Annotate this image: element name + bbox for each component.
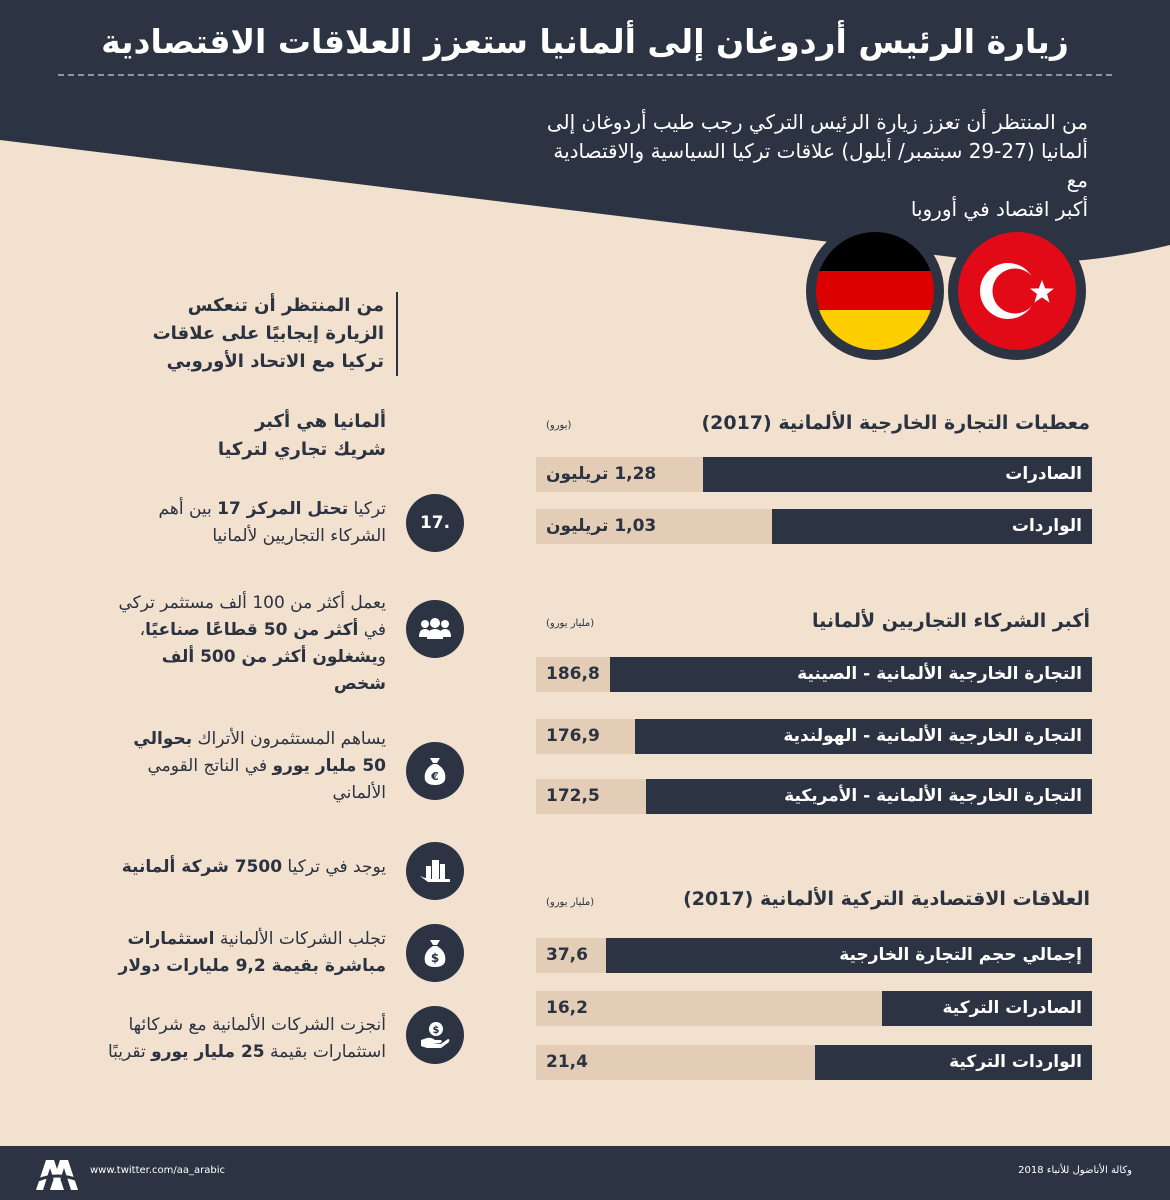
bar-row: الواردات 1,03 تريليون — [536, 509, 1092, 544]
bar-label: الصادرات التركية — [942, 998, 1082, 1018]
relations-unit: (مليار يورو) — [546, 897, 595, 908]
footer: www.twitter.com/aa_arabic وكالة الأناضول… — [0, 1146, 1170, 1200]
bar-row: التجارة الخارجية الألمانية - الصينية 186… — [536, 657, 1092, 692]
bar-label: التجارة الخارجية الألمانية - الهولندية — [783, 726, 1082, 746]
germany-flag-icon — [806, 222, 944, 360]
partners-unit: (مليار يورو) — [546, 618, 595, 629]
fact-rank: تركيا تحتل المركز 17 بين أهم الشركاء الت… — [106, 496, 386, 550]
bar-label: إجمالي حجم التجارة الخارجية — [839, 945, 1082, 965]
bar — [815, 1045, 1092, 1080]
fact-emphasis: أكثر من 50 قطاعًا صناعيًا — [145, 620, 359, 640]
fact-partner-investments: أنجزت الشركات الألمانية مع شركائها استثم… — [106, 1012, 386, 1066]
bar-row: التجارة الخارجية الألمانية - الأمريكية 1… — [536, 779, 1092, 814]
fact-text: في الناتج القومي الألماني — [147, 756, 386, 803]
fact-emphasis: يشغلون أكثر من 500 ألف شخص — [161, 647, 386, 694]
page-title: زيارة الرئيس أردوغان إلى ألمانيا ستعزز ا… — [101, 22, 1069, 61]
fact-text: يوجد في تركيا — [282, 857, 386, 877]
fact-text: يعمل أكثر من 100 ألف مستثمر تركي في — [118, 593, 386, 640]
heading-line: شريك تجاري لتركيا — [217, 439, 386, 460]
callout-eu: من المنتظر أن تنعكس الزيارة إيجابيًا على… — [148, 292, 398, 376]
callout-line: تركيا مع الاتحاد الأوروبي — [166, 351, 384, 372]
bar-value: 16,2 — [546, 998, 588, 1018]
bar-value: 37,6 — [546, 945, 588, 965]
fact-emphasis: 25 مليار يورو — [151, 1042, 265, 1062]
fact-emphasis: 7500 شركة ألمانية — [121, 857, 283, 877]
trade-2017-title: معطيات التجارة الخارجية الألمانية (2017) — [701, 412, 1090, 434]
fact-text: تجلب الشركات الألمانية — [214, 929, 386, 949]
footer-credit: وكالة الأناضول للأنباء 2018 — [1018, 1165, 1132, 1176]
fact-direct-investment: تجلب الشركات الألمانية استثمارات مباشرة … — [106, 926, 386, 980]
anadolu-agency-logo — [36, 1160, 79, 1190]
bar-value: 176,9 — [546, 726, 600, 746]
bar-value: 186,8 — [546, 664, 600, 684]
footer-url[interactable]: www.twitter.com/aa_arabic — [90, 1165, 226, 1176]
bar-label: الصادرات — [1005, 464, 1082, 484]
bar-row: إجمالي حجم التجارة الخارجية 37,6 — [536, 938, 1092, 973]
svg-text:$: $ — [433, 1025, 440, 1036]
bar — [771, 509, 1092, 544]
people-group-icon — [406, 600, 464, 658]
fact-text: يساهم المستثمرون الأتراك — [192, 729, 387, 749]
fact-text: تقريبًا — [107, 1042, 152, 1062]
bar-row: التجارة الخارجية الألمانية - الهولندية 1… — [536, 719, 1092, 754]
intro-line: من المنتظر أن تعزز زيارة الرئيس التركي ر… — [546, 110, 1088, 134]
heading-line: ألمانيا هي أكبر — [254, 411, 386, 432]
callout-line: الزيارة إيجابيًا على علاقات — [152, 323, 384, 344]
bar-label: الواردات التركية — [949, 1052, 1082, 1072]
bar — [646, 779, 1092, 814]
relations-title: العلاقات الاقتصادية التركية الألمانية (2… — [683, 888, 1090, 910]
fact-emphasis: استثمارات مباشرة بقيمة 9,2 مليارات دولار — [118, 929, 386, 976]
partners-title: أكبر الشركاء التجاريين لألمانيا — [811, 610, 1090, 632]
fact-text: أنجزت الشركات الألمانية مع شركائها استثم… — [128, 1015, 386, 1062]
bar-value: 1,03 تريليون — [546, 516, 657, 536]
fact-text: تركيا — [348, 499, 386, 519]
bar-label: الواردات — [1011, 516, 1082, 536]
bar — [609, 657, 1092, 692]
bar — [634, 719, 1092, 754]
bar-row: الصادرات 1,28 تريليون — [536, 457, 1092, 492]
bar — [702, 457, 1092, 492]
intro-line: ألمانيا (27-29 سبتمبر/ أيلول) علاقات ترك… — [553, 139, 1088, 192]
bar — [881, 991, 1092, 1026]
fact-companies: يوجد في تركيا 7500 شركة ألمانية — [106, 854, 386, 881]
largest-partner-heading: ألمانيا هي أكبر شريك تجاري لتركيا — [186, 408, 386, 464]
fact-text: بين أهم الشركاء التجاريين لألمانيا — [158, 499, 386, 546]
turkey-flag-icon — [948, 222, 1086, 360]
euro-bag-icon: € — [406, 742, 464, 800]
fact-emphasis: تحتل المركز 17 — [217, 499, 349, 519]
intro-line: أكبر اقتصاد في أوروبا — [910, 197, 1088, 221]
intro-text: من المنتظر أن تعزز زيارة الرئيس التركي ر… — [528, 108, 1088, 224]
fact-investors: يعمل أكثر من 100 ألف مستثمر تركي في أكثر… — [106, 590, 386, 698]
svg-text:€: € — [430, 770, 439, 783]
bar-label: التجارة الخارجية الألمانية - الصينية — [797, 664, 1082, 684]
buildings-icon — [406, 842, 464, 900]
rank-badge-icon: 17. — [406, 494, 464, 552]
bar — [606, 938, 1092, 973]
dollar-bag-icon: $ — [406, 924, 464, 982]
fact-gdp: يساهم المستثمرون الأتراك بحوالي 50 مليار… — [106, 726, 386, 807]
fact-emphasis: بحوالي 50 مليار يورو — [133, 729, 386, 776]
bar-row: الواردات التركية 21,4 — [536, 1045, 1092, 1080]
dollar-hand-icon: $ — [406, 1006, 464, 1064]
bar-label: التجارة الخارجية الألمانية - الأمريكية — [784, 786, 1082, 806]
svg-text:$: $ — [431, 951, 439, 965]
bar-value: 1,28 تريليون — [546, 464, 657, 484]
bar-value: 21,4 — [546, 1052, 588, 1072]
bar-value: 172,5 — [546, 786, 600, 806]
title-divider — [58, 74, 1112, 76]
trade-2017-unit: (يورو) — [546, 420, 572, 431]
bar-row: الصادرات التركية 16,2 — [536, 991, 1092, 1026]
callout-line: من المنتظر أن تنعكس — [187, 295, 384, 316]
fact-text: ، و — [139, 620, 386, 667]
